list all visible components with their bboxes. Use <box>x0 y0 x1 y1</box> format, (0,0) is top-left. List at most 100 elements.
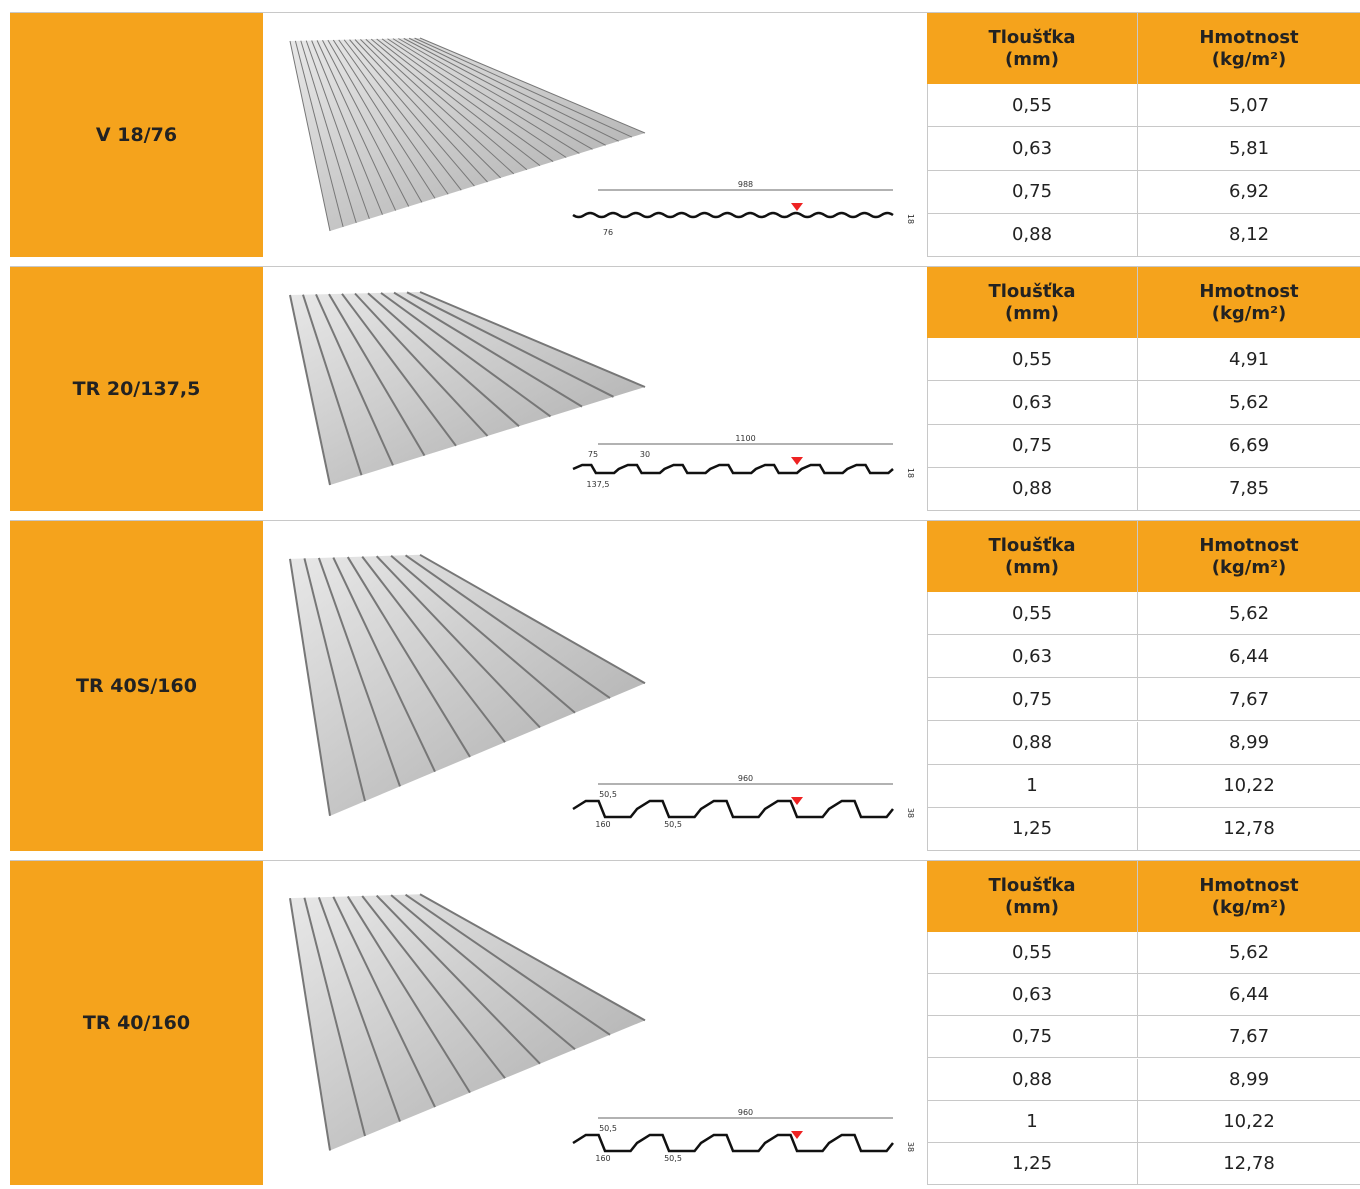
sheet-rib <box>354 39 488 183</box>
thickness: 1,25 <box>927 807 1138 851</box>
sheet-rib <box>390 554 576 714</box>
product-name: TR 40S/160 <box>10 521 263 851</box>
thickness: 0,75 <box>927 678 1138 722</box>
sheet-rib <box>404 893 611 1036</box>
sheet-rib <box>375 555 541 729</box>
product-name: TR 20/137,5 <box>10 267 263 511</box>
product-name: TR 40/160 <box>10 861 263 1185</box>
sheet-rib <box>328 293 426 457</box>
sheet-rib <box>316 40 397 211</box>
weight: 6,69 <box>1138 425 1360 468</box>
weight: 4,91 <box>1138 338 1360 382</box>
dim-other: 75 <box>588 450 598 459</box>
thickness: 0,75 <box>927 170 1138 214</box>
sheet-rib <box>289 40 331 232</box>
dim-width: 1100 <box>735 434 755 443</box>
thickness: 0,88 <box>927 721 1138 765</box>
sheet-rib <box>361 556 506 743</box>
header-weight: Hmotnost (kg/m²) <box>1138 521 1360 592</box>
weight: 7,85 <box>1138 468 1360 511</box>
sheet-rib <box>419 893 646 1022</box>
product-image: 960 38 50,5 160 50,5 <box>263 521 928 851</box>
header-weight: Hmotnost (kg/m²) <box>1138 267 1360 338</box>
dim-other: 50,5 <box>599 1124 617 1133</box>
sheet <box>290 38 645 231</box>
weight: 5,81 <box>1138 127 1360 171</box>
product-image: 988 18 76 <box>263 13 928 257</box>
sheet-rib <box>349 39 475 187</box>
product-section: V 18/76 988 18 76 Tloušťka (mm) Hmotnost (kg/… <box>10 12 1360 257</box>
weight: 8,99 <box>1138 722 1360 765</box>
sheet-rib <box>375 894 541 1065</box>
sheet-drawing: 960 38 50,5 160 50,5 <box>289 553 915 829</box>
profile <box>572 799 894 819</box>
dim-other: 50,5 <box>664 1154 682 1163</box>
sheet <box>290 894 645 1151</box>
sheet-rib <box>303 558 366 802</box>
sheet-rib <box>332 557 436 773</box>
sheet-rib <box>419 291 646 388</box>
weight: 8,12 <box>1138 214 1360 257</box>
header-weight: Hmotnost (kg/m²) <box>1138 861 1360 932</box>
thickness: 0,88 <box>927 467 1138 511</box>
dim-other: 160 <box>595 820 610 829</box>
thickness: 0,88 <box>927 1058 1138 1101</box>
weight: 12,78 <box>1138 1143 1360 1185</box>
thickness: 0,55 <box>927 932 1138 975</box>
weight: 5,62 <box>1138 381 1360 425</box>
thickness: 1 <box>927 1100 1138 1143</box>
sheet-rib <box>343 39 462 191</box>
sheet-rib <box>419 553 646 685</box>
dim-width: 960 <box>738 1108 753 1117</box>
dim-height: 18 <box>906 468 915 478</box>
sheet-rib <box>381 38 554 162</box>
weight: 8,99 <box>1138 1059 1360 1101</box>
header-weight: Hmotnost (kg/m²) <box>1138 13 1360 84</box>
sheet-drawing: 988 18 76 <box>289 37 915 237</box>
thickness: 1 <box>927 764 1138 808</box>
product-section: TR 40/160 960 38 50,5 160 50,5 Tloušťka (mm) Hm… <box>10 860 1360 1185</box>
product-name: V 18/76 <box>10 13 263 257</box>
sheet-rib <box>370 38 528 171</box>
sheet-rib <box>390 894 576 1051</box>
sheet-rib <box>387 38 567 158</box>
product-section: TR 20/137,5 1100 18 75 30 137,5 Tloušťka (mm) H… <box>10 266 1360 511</box>
product-image: 960 38 50,5 160 50,5 <box>263 861 928 1185</box>
sheet-rib <box>341 293 457 447</box>
product-section: TR 40S/160 960 38 50,5 160 50,5 Tloušťka (mm) H… <box>10 520 1360 851</box>
thickness: 0,75 <box>927 424 1138 468</box>
sheet-rib <box>289 294 331 486</box>
header-thickness: Tloušťka (mm) <box>927 267 1138 338</box>
profile <box>572 463 894 475</box>
weight: 10,22 <box>1138 1101 1360 1143</box>
thickness: 1,25 <box>927 1142 1138 1185</box>
dim-other: 30 <box>640 450 650 459</box>
dim-width: 960 <box>738 774 753 783</box>
weight: 5,07 <box>1138 84 1360 128</box>
sheet-rib <box>302 294 363 476</box>
load-marker <box>791 203 803 211</box>
profile <box>572 1133 894 1153</box>
thickness: 0,75 <box>927 1016 1138 1059</box>
dim-width: 988 <box>738 180 753 189</box>
thickness: 0,55 <box>927 592 1138 636</box>
thickness: 0,55 <box>927 338 1138 382</box>
sheet-rib <box>392 38 580 154</box>
dim-other: 137,5 <box>587 480 610 489</box>
load-marker <box>791 457 803 465</box>
thickness: 0,63 <box>927 127 1138 171</box>
sheet-rib <box>354 292 489 437</box>
sheet-rib <box>289 558 331 816</box>
sheet-rib <box>346 895 471 1094</box>
thickness: 0,63 <box>927 635 1138 679</box>
sheet-rib <box>393 291 583 408</box>
sheet-rib <box>360 39 501 179</box>
sheet-rib <box>367 292 520 427</box>
product-image: 1100 18 75 30 137,5 <box>263 267 928 511</box>
sheet-rib <box>338 39 449 195</box>
sheet-rib <box>414 37 633 138</box>
sheet-rib <box>346 556 471 758</box>
sheet-rib <box>361 895 506 1079</box>
thickness: 0,63 <box>927 381 1138 425</box>
